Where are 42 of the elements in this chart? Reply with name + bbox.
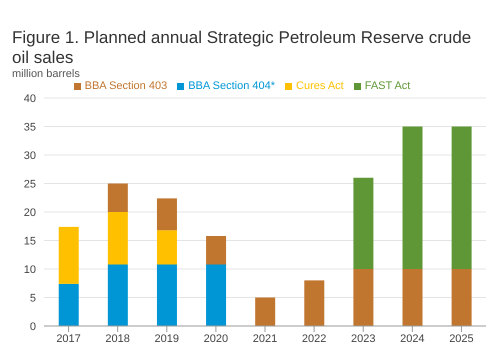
legend-label: BBA Section 404* [188, 80, 276, 92]
y-tick-label: 30 [24, 150, 36, 162]
legend-label: BBA Section 403 [84, 80, 168, 92]
y-tick-label: 5 [30, 292, 36, 304]
y-tick-label: 40 [24, 92, 36, 105]
bar [58, 284, 79, 326]
legend-label: FAST Act [364, 80, 410, 92]
legend-label: Cures Act [296, 80, 344, 92]
x-tick-label: 2022 [302, 332, 326, 345]
bar [304, 280, 324, 326]
x-tick-label: 2021 [252, 332, 278, 345]
chart-subtitle: million barrels [12, 68, 81, 80]
bar [402, 126, 423, 269]
bar [108, 212, 128, 264]
x-tick-label: 2017 [56, 332, 81, 345]
bar [452, 269, 472, 326]
x-tick-label: 2023 [350, 332, 376, 345]
x-tick-label: 2025 [449, 332, 474, 345]
bar [156, 230, 177, 264]
x-tick-label: 2024 [400, 332, 425, 345]
y-tick-label: 15 [24, 235, 36, 248]
y-tick-label: 0 [30, 320, 36, 333]
x-tick-label: 2019 [154, 332, 180, 345]
bar [353, 269, 374, 326]
bar [58, 226, 79, 284]
x-tick-label: 2020 [204, 332, 228, 345]
bar [156, 198, 177, 230]
y-tick-label: 10 [24, 264, 36, 276]
bar [353, 178, 374, 269]
bar [206, 236, 226, 264]
bar [255, 298, 276, 326]
bar [108, 184, 128, 212]
y-tick-label: 35 [24, 121, 36, 134]
bar [206, 264, 226, 326]
y-tick-label: 20 [24, 206, 36, 219]
x-tick-label: 2018 [105, 332, 130, 345]
y-tick-label: 25 [24, 178, 36, 190]
bar [402, 269, 423, 326]
bar [108, 264, 128, 326]
bar [156, 264, 177, 326]
chart-title: Figure 1. Planned annual Strategic Petroleum Reserve crude oil sales [12, 28, 472, 68]
bar [452, 126, 472, 269]
